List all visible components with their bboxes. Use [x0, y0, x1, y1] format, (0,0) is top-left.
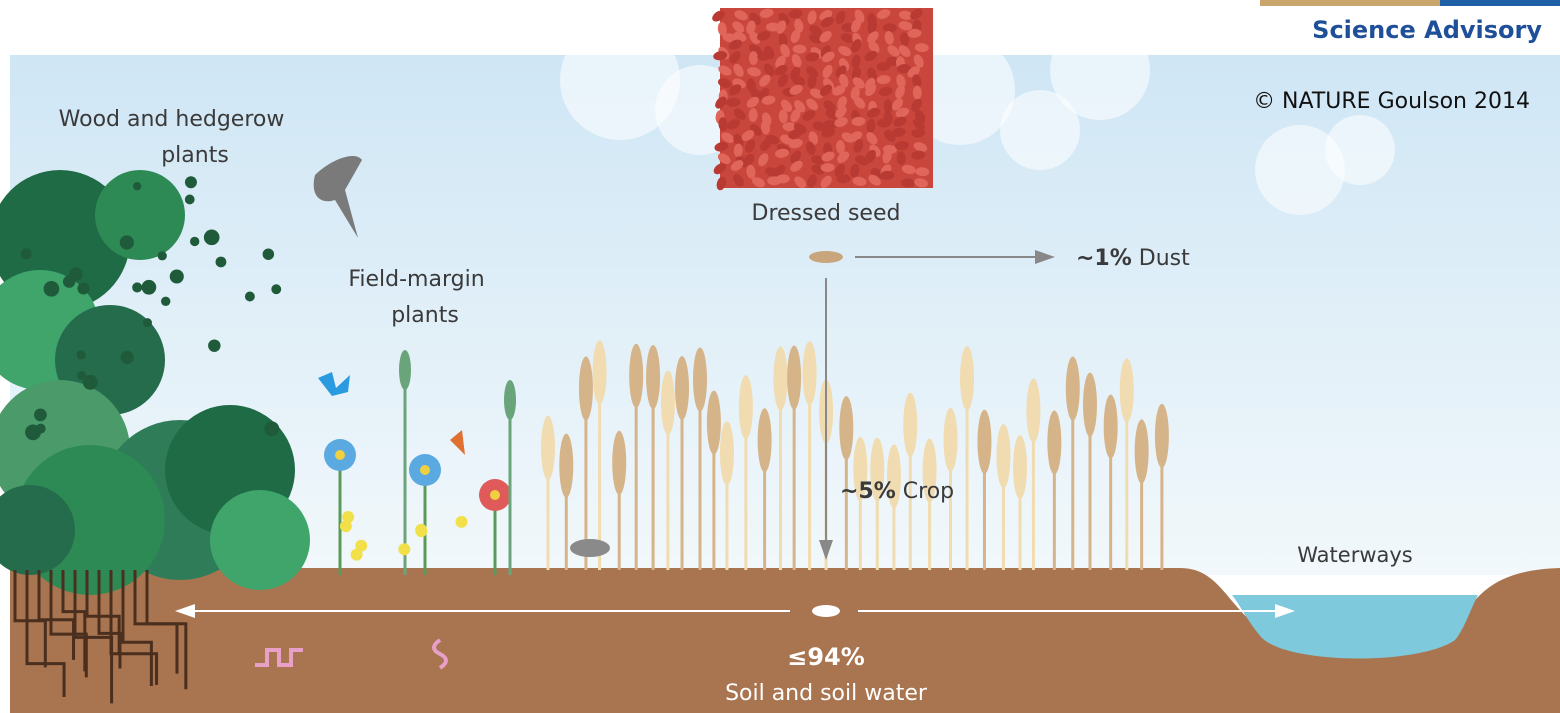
- small-flower: [398, 543, 410, 555]
- small-flower: [415, 525, 427, 537]
- wheat-head: [758, 408, 772, 472]
- wheat-head: [720, 421, 734, 485]
- label-line: plants: [391, 303, 459, 328]
- berry: [142, 280, 157, 295]
- berry: [204, 230, 220, 246]
- wheat-head: [1047, 410, 1061, 474]
- berry: [132, 282, 142, 292]
- berry: [121, 351, 134, 364]
- dressed-seed-label: Dressed seed: [752, 201, 901, 226]
- berry: [120, 235, 134, 249]
- berry: [158, 251, 167, 260]
- wheat-head: [943, 408, 957, 472]
- flower-center: [335, 450, 345, 460]
- berry: [83, 375, 98, 390]
- wheat-head: [787, 346, 801, 410]
- wheat-head: [1155, 404, 1169, 468]
- berry: [271, 284, 281, 294]
- leaf: [504, 380, 516, 420]
- cloud: [1050, 20, 1150, 120]
- crop-share: ~5%: [840, 479, 896, 504]
- brand: Science Advisory: [1312, 16, 1542, 44]
- wheat-head: [541, 416, 555, 480]
- berry: [264, 421, 279, 436]
- small-flower: [355, 540, 367, 552]
- wheat-head: [839, 396, 853, 460]
- wheat-head: [1013, 435, 1027, 499]
- small-flower: [342, 511, 354, 523]
- flower-center: [490, 490, 500, 500]
- wheat-head: [661, 371, 675, 435]
- berry: [216, 257, 227, 268]
- tree-canopy: [210, 490, 310, 590]
- dust-label: ~1% Dust: [1076, 246, 1190, 271]
- wheat-head: [675, 356, 689, 420]
- berry: [185, 195, 195, 205]
- small-flower: [456, 516, 468, 528]
- berry: [208, 339, 220, 351]
- berry: [185, 176, 197, 188]
- wheat-head: [629, 344, 643, 408]
- soil-share: ≤94%: [787, 643, 865, 671]
- seed: [809, 251, 843, 263]
- credit: © NATURE Goulson 2014: [1253, 89, 1530, 114]
- wheat-head: [646, 345, 660, 409]
- label-line: Field-margin: [348, 267, 484, 292]
- wheat-head: [559, 434, 573, 498]
- wheat-head: [1083, 373, 1097, 437]
- wheat-head: [1066, 357, 1080, 421]
- wheat-head: [1026, 379, 1040, 443]
- brand-bar: [1260, 0, 1560, 6]
- crop-name: Crop: [903, 479, 954, 504]
- berry: [133, 182, 141, 190]
- wheat-head: [612, 431, 626, 495]
- wheat-head: [773, 346, 787, 410]
- wheat-head: [977, 410, 991, 474]
- wheat-head: [1135, 419, 1149, 483]
- label-line: plants: [161, 143, 229, 168]
- berry: [143, 318, 152, 327]
- waterways-label: Waterways: [1297, 543, 1413, 567]
- dust-name: Dust: [1139, 246, 1190, 271]
- berry: [76, 350, 85, 359]
- berry: [245, 292, 255, 302]
- soil-name: Soil and soil water: [725, 681, 928, 706]
- wheat-head: [593, 340, 607, 404]
- berry: [77, 283, 89, 295]
- berry: [263, 248, 275, 260]
- wheat-head: [803, 341, 817, 405]
- wheat-head: [903, 393, 917, 457]
- wheat-head: [996, 424, 1010, 488]
- wheat-head: [579, 357, 593, 421]
- bird: [570, 539, 610, 557]
- seed: [812, 605, 840, 617]
- diagram: Science Advisory © NATURE Goulson 2014 W…: [0, 0, 1560, 713]
- berry: [161, 297, 170, 306]
- wheat-head: [1120, 358, 1134, 422]
- label-line: Wood and hedgerow: [59, 107, 285, 132]
- berry: [69, 267, 82, 280]
- flower-center: [420, 465, 430, 475]
- wheat-head: [739, 375, 753, 439]
- berry: [34, 409, 47, 422]
- wheat-head: [1104, 395, 1118, 459]
- wheat-head: [960, 346, 974, 410]
- leaf: [399, 350, 411, 390]
- crop-label: ~5% Crop: [840, 479, 954, 504]
- wheat-head: [693, 347, 707, 411]
- berry: [170, 269, 184, 283]
- berry: [190, 237, 199, 246]
- wheat-head: [707, 391, 721, 455]
- berry: [44, 281, 60, 297]
- cloud: [1325, 115, 1395, 185]
- berry: [21, 248, 32, 259]
- berry: [36, 424, 46, 434]
- dust-share: ~1%: [1076, 246, 1132, 271]
